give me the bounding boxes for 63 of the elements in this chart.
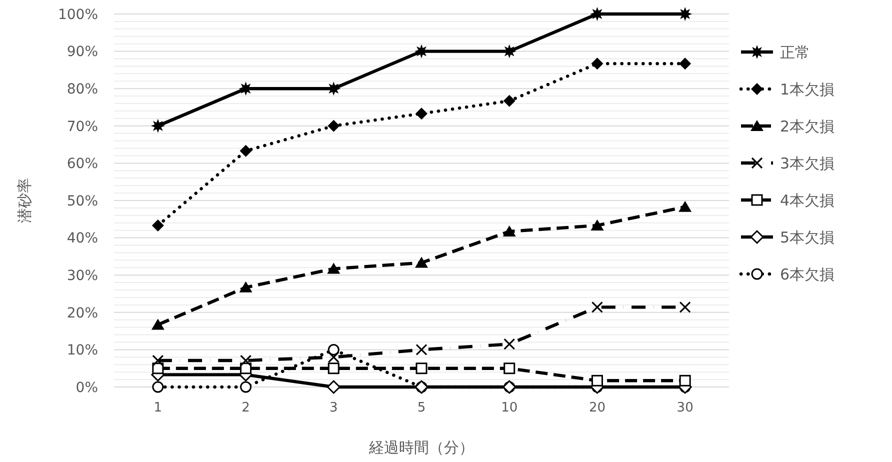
point: [416, 362, 428, 374]
x-tick-label: 1: [154, 400, 162, 416]
point: [239, 281, 252, 292]
point: [328, 120, 340, 132]
x-tick-label: 5: [417, 400, 426, 416]
y-tick-label: 40%: [66, 230, 98, 247]
point: [591, 301, 604, 313]
y-tick-label: 20%: [66, 305, 98, 322]
x-tick-label: 20: [588, 400, 606, 416]
y-tick-label: 50%: [66, 193, 98, 210]
y-tick-label: 0%: [76, 380, 98, 396]
x-tick-label: 30: [676, 400, 694, 416]
legend-label: 6本欠損: [780, 265, 835, 284]
point: [678, 200, 692, 212]
point: [591, 374, 603, 386]
y-tick-label: 10%: [66, 342, 98, 359]
point: [678, 7, 692, 21]
point: [326, 380, 340, 394]
point: [240, 354, 252, 366]
point: [416, 108, 428, 120]
point: [240, 144, 252, 157]
legend-label: 4本欠損: [780, 191, 835, 210]
point: [152, 362, 164, 374]
x-axis-title: 経過時間（分）: [368, 438, 474, 456]
point: [590, 219, 604, 230]
y-axis-title: 潜砂率: [15, 178, 34, 223]
point: [503, 94, 516, 107]
point: [150, 118, 165, 133]
point: [679, 58, 692, 70]
point: [152, 354, 164, 366]
point: [238, 82, 253, 96]
x-tick-label: 3: [330, 400, 338, 416]
point: [591, 58, 604, 70]
point: [416, 344, 428, 356]
point: [415, 256, 428, 268]
y-tick-label: 100%: [58, 6, 98, 23]
point: [504, 362, 516, 374]
point: [152, 219, 164, 232]
y-tick-label: 30%: [66, 268, 98, 284]
legend-label: 3本欠損: [780, 154, 835, 172]
legend-label: 1本欠損: [780, 80, 835, 98]
y-tick-label: 80%: [66, 82, 98, 98]
point: [328, 362, 340, 374]
point: [151, 318, 164, 330]
point: [414, 44, 428, 58]
x-tick-label: 2: [242, 400, 250, 416]
x-tick-label: 10: [501, 400, 518, 416]
y-tick-label: 90%: [66, 44, 98, 60]
point: [327, 262, 340, 274]
point: [679, 301, 691, 313]
legend-label: 2本欠損: [780, 117, 835, 136]
point: [502, 225, 516, 236]
legend-label: 5本欠損: [780, 228, 835, 246]
y-tick-label: 70%: [66, 118, 98, 135]
point: [502, 44, 516, 58]
legend-label: 正常: [780, 43, 810, 62]
point: [590, 7, 604, 21]
point: [240, 362, 252, 374]
point: [326, 82, 341, 96]
point: [504, 338, 516, 350]
point: [328, 351, 340, 363]
y-tick-label: 60%: [66, 156, 98, 172]
point: [679, 374, 691, 386]
